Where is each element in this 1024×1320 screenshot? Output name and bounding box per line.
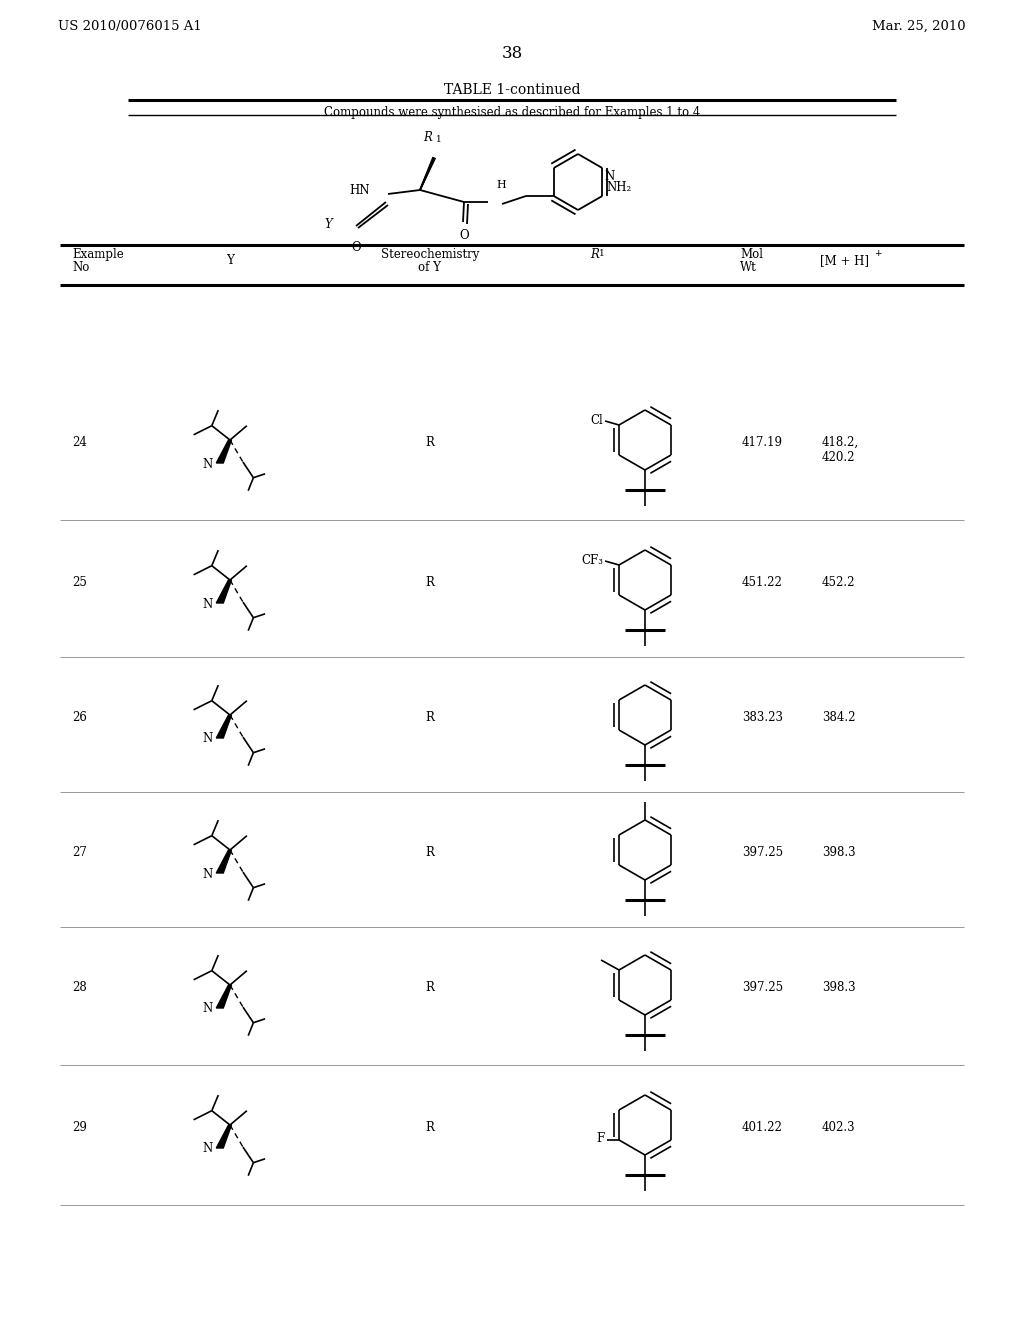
Text: No: No [72,261,89,275]
Text: 398.3: 398.3 [822,846,856,859]
Text: N: N [202,458,212,470]
Text: F: F [597,1133,605,1146]
Text: 402.3: 402.3 [822,1121,856,1134]
Text: TABLE 1-continued: TABLE 1-continued [443,83,581,96]
Text: 397.25: 397.25 [742,846,783,859]
Text: O: O [351,242,360,253]
Text: 1: 1 [599,249,605,259]
Text: R: R [426,436,434,449]
Text: 397.25: 397.25 [742,981,783,994]
Polygon shape [216,850,231,873]
Text: 38: 38 [502,45,522,62]
Polygon shape [216,985,231,1008]
Text: CF₃: CF₃ [581,553,603,566]
Text: R: R [426,1121,434,1134]
Text: Compounds were synthesised as described for Examples 1 to 4: Compounds were synthesised as described … [324,106,700,119]
Text: 24: 24 [72,436,87,449]
Text: H: H [496,180,506,190]
Text: 451.22: 451.22 [742,576,783,589]
Text: HN: HN [349,183,370,197]
Text: N: N [202,733,212,746]
Text: 401.22: 401.22 [742,1121,783,1134]
Text: 417.19: 417.19 [742,436,783,449]
Text: NH₂: NH₂ [606,181,632,194]
Text: Cl: Cl [590,413,603,426]
Text: [M + H]: [M + H] [820,253,869,267]
Text: N: N [202,1143,212,1155]
Polygon shape [216,1125,231,1148]
Text: Y: Y [325,218,332,231]
Text: 27: 27 [72,846,87,859]
Text: 384.2: 384.2 [822,711,855,723]
Text: Y: Y [226,253,233,267]
Text: 1: 1 [436,135,441,144]
Text: R: R [423,131,432,144]
Text: 25: 25 [72,576,87,589]
Text: 398.3: 398.3 [822,981,856,994]
Text: N: N [604,170,614,183]
Text: R: R [426,981,434,994]
Text: US 2010/0076015 A1: US 2010/0076015 A1 [58,20,202,33]
Polygon shape [216,440,231,463]
Text: N: N [202,598,212,610]
Text: 452.2: 452.2 [822,576,855,589]
Text: Mar. 25, 2010: Mar. 25, 2010 [872,20,966,33]
Text: of Y: of Y [419,261,441,275]
Text: Mol: Mol [740,248,763,261]
Text: R: R [426,846,434,859]
Text: 383.23: 383.23 [742,711,783,723]
Text: 28: 28 [72,981,87,994]
Text: R: R [426,576,434,589]
Text: R: R [590,248,599,260]
Text: N: N [202,1002,212,1015]
Polygon shape [216,579,231,603]
Text: 26: 26 [72,711,87,723]
Text: +: + [874,249,882,259]
Text: Wt: Wt [740,261,757,275]
Text: O: O [459,228,469,242]
Polygon shape [216,715,231,738]
Text: R: R [426,711,434,723]
Text: 418.2,
420.2: 418.2, 420.2 [822,436,859,465]
Text: Example: Example [72,248,124,261]
Text: N: N [202,867,212,880]
Text: Stereochemistry: Stereochemistry [381,248,479,261]
Text: 29: 29 [72,1121,87,1134]
